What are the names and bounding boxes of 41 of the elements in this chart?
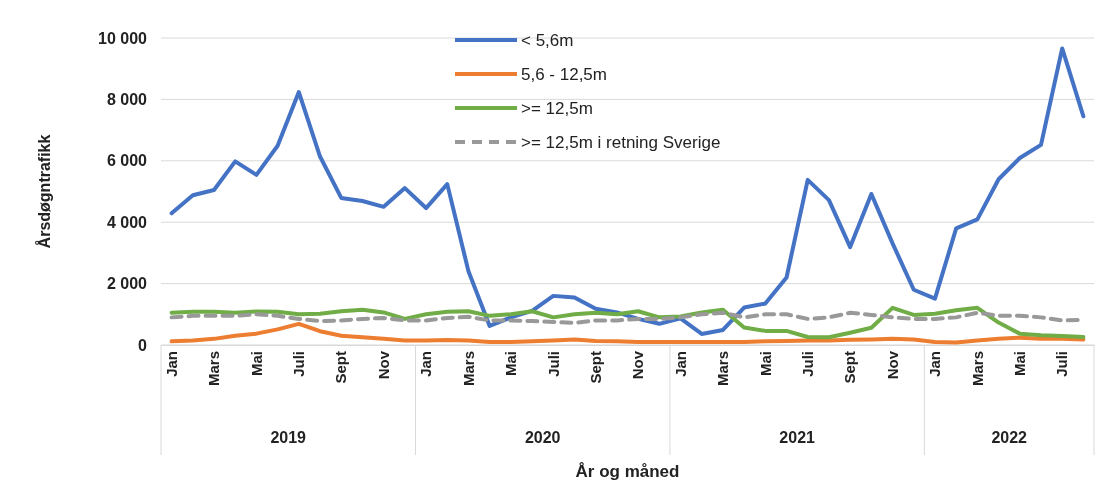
x-tick-label: Jan bbox=[417, 351, 435, 377]
text: 2019 bbox=[270, 429, 307, 446]
y-tick-label: 0 bbox=[138, 336, 148, 354]
y-tick-label: 4 000 bbox=[106, 213, 148, 231]
x-tick-label: Juli bbox=[544, 351, 562, 377]
x-tick-label: Nov bbox=[629, 350, 647, 380]
x-tick-label: Mars bbox=[459, 351, 477, 387]
y-tick-label: 6 000 bbox=[106, 152, 148, 170]
x-tick-label: Juli bbox=[290, 351, 308, 377]
x-tick-label: Juli bbox=[798, 351, 816, 377]
x-tick-label: Sept bbox=[586, 351, 604, 384]
y-tick-label: 8 000 bbox=[106, 91, 148, 109]
legend-label: < 5,6m bbox=[521, 30, 574, 50]
y-tick-label: 10 000 bbox=[98, 29, 148, 47]
line-series bbox=[169, 305, 1086, 340]
x-tick-label: Nov bbox=[374, 350, 392, 380]
x-tick-label: Nov bbox=[883, 350, 901, 380]
y-tick-label: 2 000 bbox=[106, 275, 148, 293]
x-tick-label: Mars bbox=[714, 351, 732, 387]
text: 2022 bbox=[991, 429, 1028, 446]
text: 2020 bbox=[524, 429, 561, 446]
x-tick-label: Jan bbox=[671, 351, 689, 377]
x-tick-label: Sept bbox=[841, 351, 859, 384]
y-axis-title: Årsdøgntrafikk bbox=[35, 134, 53, 249]
x-tick-label: Jan bbox=[926, 351, 944, 377]
x-tick-label: Jan bbox=[162, 351, 180, 377]
x-tick-label: Mai bbox=[247, 351, 265, 377]
x-tick-label: Mars bbox=[205, 351, 223, 387]
legend-label: >= 12,5m i retning Sverige bbox=[521, 132, 721, 152]
x-tick-label: Juli bbox=[1053, 351, 1071, 377]
legend-label: >= 12,5m bbox=[521, 98, 593, 118]
x-tick-label: Sept bbox=[332, 351, 350, 384]
x-tick-label: Mai bbox=[756, 351, 774, 377]
legend-label: 5,6 - 12,5m bbox=[521, 64, 607, 84]
text: 2021 bbox=[779, 429, 816, 446]
x-tick-label: Mars bbox=[968, 351, 986, 387]
x-tick-label: Mai bbox=[502, 351, 520, 377]
x-tick-label: Mai bbox=[1011, 351, 1029, 377]
line-series bbox=[169, 46, 1086, 336]
x-axis-title: År og måned bbox=[575, 462, 680, 481]
line-series bbox=[169, 321, 1086, 345]
